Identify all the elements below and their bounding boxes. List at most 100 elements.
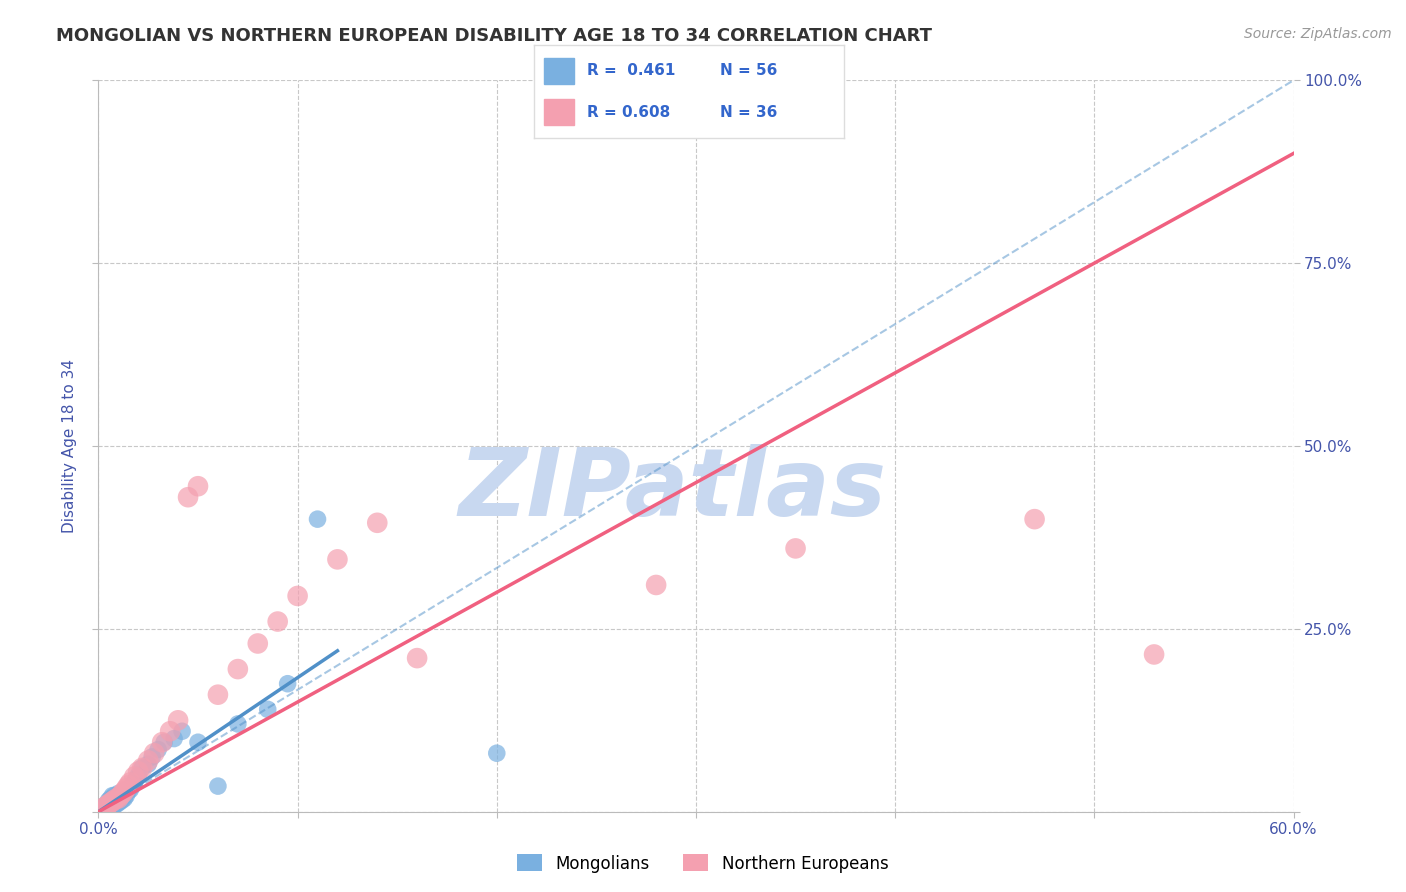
- Point: [91, 803, 114, 817]
- Point: [148, 742, 170, 756]
- Point: [246, 636, 269, 650]
- Point: [267, 615, 290, 629]
- Point: [124, 775, 146, 789]
- Point: [150, 735, 173, 749]
- Point: [101, 791, 124, 805]
- Point: [136, 754, 159, 768]
- Point: [117, 784, 139, 798]
- Point: [97, 801, 120, 815]
- Point: [97, 794, 120, 808]
- Point: [103, 796, 125, 810]
- Point: [93, 800, 115, 814]
- Point: [97, 797, 120, 812]
- Point: [110, 795, 132, 809]
- Point: [105, 795, 128, 809]
- Point: [226, 717, 249, 731]
- Point: [105, 797, 128, 812]
- Point: [127, 768, 149, 782]
- Point: [307, 512, 329, 526]
- Point: [98, 796, 122, 810]
- Point: [125, 772, 148, 786]
- Point: [141, 749, 163, 764]
- Point: [98, 791, 122, 805]
- Point: [97, 798, 120, 813]
- Point: [645, 578, 668, 592]
- Point: [110, 790, 132, 805]
- Point: [187, 735, 209, 749]
- Point: [115, 781, 138, 796]
- Point: [97, 796, 120, 810]
- Point: [101, 789, 124, 803]
- Point: [96, 802, 118, 816]
- Text: ZIPatlas: ZIPatlas: [458, 444, 886, 536]
- Point: [277, 676, 299, 690]
- Point: [143, 746, 166, 760]
- Point: [103, 793, 125, 807]
- Point: [1024, 512, 1046, 526]
- Point: [107, 791, 129, 805]
- Point: [124, 770, 146, 784]
- Point: [287, 589, 309, 603]
- Legend: Mongolians, Northern Europeans: Mongolians, Northern Europeans: [510, 847, 896, 880]
- Point: [172, 724, 194, 739]
- Point: [207, 688, 229, 702]
- Point: [1143, 648, 1166, 662]
- Point: [177, 490, 200, 504]
- Point: [226, 662, 249, 676]
- Point: [93, 798, 115, 813]
- Point: [785, 541, 807, 556]
- Text: N = 56: N = 56: [720, 63, 778, 78]
- Text: Source: ZipAtlas.com: Source: ZipAtlas.com: [1244, 27, 1392, 41]
- Point: [98, 796, 122, 810]
- Point: [120, 775, 142, 789]
- Text: R =  0.461: R = 0.461: [586, 63, 675, 78]
- Point: [98, 800, 122, 814]
- Point: [406, 651, 429, 665]
- Point: [111, 793, 134, 807]
- Text: MONGOLIAN VS NORTHERN EUROPEAN DISABILITY AGE 18 TO 34 CORRELATION CHART: MONGOLIAN VS NORTHERN EUROPEAN DISABILIT…: [56, 27, 932, 45]
- Point: [93, 801, 115, 815]
- Point: [96, 798, 118, 813]
- Point: [120, 782, 142, 797]
- Point: [167, 714, 190, 728]
- FancyBboxPatch shape: [544, 58, 575, 84]
- Point: [96, 800, 118, 814]
- Point: [256, 702, 278, 716]
- Point: [105, 791, 128, 805]
- Point: [101, 795, 124, 809]
- Point: [101, 795, 124, 809]
- Point: [485, 746, 508, 760]
- Point: [121, 779, 143, 793]
- Point: [107, 791, 129, 805]
- Point: [105, 790, 128, 805]
- Point: [101, 799, 124, 814]
- Point: [110, 789, 132, 803]
- Point: [131, 761, 153, 775]
- Point: [103, 798, 125, 813]
- Point: [326, 552, 349, 566]
- Point: [111, 787, 134, 801]
- Point: [112, 784, 135, 798]
- Point: [136, 757, 159, 772]
- Y-axis label: Disability Age 18 to 34: Disability Age 18 to 34: [62, 359, 77, 533]
- Point: [117, 778, 139, 792]
- Point: [131, 761, 153, 775]
- Point: [159, 724, 181, 739]
- Point: [163, 731, 186, 746]
- Point: [112, 784, 135, 798]
- Point: [366, 516, 388, 530]
- Point: [127, 764, 149, 779]
- Point: [107, 796, 129, 810]
- Point: [115, 789, 138, 803]
- FancyBboxPatch shape: [544, 99, 575, 125]
- Point: [153, 735, 176, 749]
- Text: N = 36: N = 36: [720, 104, 778, 120]
- Point: [107, 787, 129, 801]
- Point: [111, 787, 134, 801]
- Point: [103, 793, 125, 807]
- Point: [207, 779, 229, 793]
- Text: R = 0.608: R = 0.608: [586, 104, 671, 120]
- Point: [98, 798, 122, 813]
- Point: [112, 791, 135, 805]
- Point: [101, 797, 124, 812]
